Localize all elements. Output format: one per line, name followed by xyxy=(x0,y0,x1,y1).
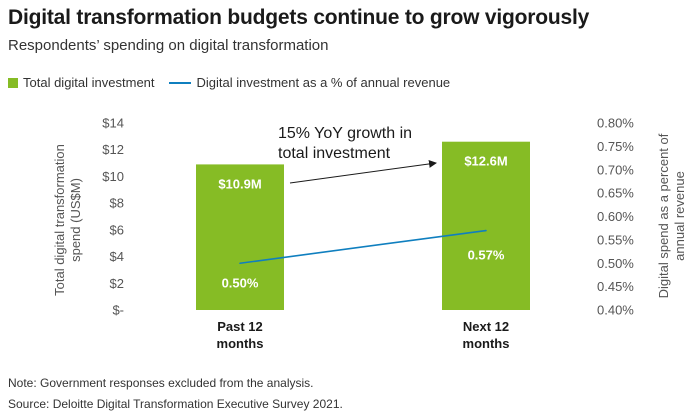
legend-label-percent-revenue: Digital investment as a % of annual reve… xyxy=(196,75,451,90)
left-tick-label: $4 xyxy=(110,249,124,264)
annotation-arrow xyxy=(289,159,437,184)
right-tick-label: 0.80% xyxy=(597,116,634,131)
line-point xyxy=(239,262,241,265)
legend-swatch-bar xyxy=(8,77,18,88)
bar-next-12-months xyxy=(442,141,530,310)
left-tick-label: $6 xyxy=(110,222,124,237)
left-axis-title: Total digital transformationspend (US$M) xyxy=(52,144,83,296)
right-tick-label: 0.50% xyxy=(597,256,634,271)
right-tick-label: 0.40% xyxy=(597,303,634,318)
left-tick-label: $10 xyxy=(102,169,124,184)
bar-value-label: $12.6M xyxy=(464,154,507,169)
left-tick-label: $14 xyxy=(102,116,124,131)
right-axis-title-line: Digital spend as a percent of xyxy=(656,133,671,298)
bar-past-12-months xyxy=(196,164,284,310)
line-value-label: 0.50% xyxy=(222,275,259,290)
left-tick-label: $8 xyxy=(110,196,124,211)
left-tick-label: $12 xyxy=(102,142,124,157)
category-label: months xyxy=(463,336,510,351)
line-point xyxy=(485,229,487,232)
left-tick-label: $2 xyxy=(110,276,124,291)
right-tick-label: 0.45% xyxy=(597,279,634,294)
annotation-text: 15% YoY growth in xyxy=(278,125,412,142)
right-axis-title-line: annual revenue xyxy=(672,171,687,261)
legend-label-total-investment: Total digital investment xyxy=(23,75,155,90)
category-label: months xyxy=(217,336,264,351)
footnote-source: Source: Deloitte Digital Transformation … xyxy=(8,397,343,411)
legend-item-percent-revenue: Digital investment as a % of annual reve… xyxy=(168,75,451,90)
right-tick-label: 0.70% xyxy=(597,162,634,177)
legend-swatch-line xyxy=(168,81,191,84)
bar-value-label: $10.9M xyxy=(218,176,261,191)
right-tick-label: 0.60% xyxy=(597,209,634,224)
category-label: Next 12 xyxy=(463,319,509,334)
legend-item-total-investment: Total digital investment xyxy=(8,75,155,90)
category-label: Past 12 xyxy=(217,319,263,334)
chart-title: Digital transformation budgets continue … xyxy=(8,6,590,29)
line-series-percent-revenue xyxy=(239,229,487,265)
left-tick-label: $- xyxy=(112,303,124,318)
annotation-text: total investment xyxy=(278,145,391,162)
left-axis-title-line: Total digital transformation xyxy=(52,144,67,296)
right-axis-title: Digital spend as a percent ofannual reve… xyxy=(656,133,687,298)
line-value-label: 0.57% xyxy=(468,248,505,263)
right-tick-label: 0.75% xyxy=(597,139,634,154)
chart-subtitle: Respondents’ spending on digital transfo… xyxy=(8,37,329,54)
footnote-note: Note: Government responses excluded from… xyxy=(8,376,314,390)
legend: Total digital investment Digital investm… xyxy=(8,75,464,90)
left-axis-title-line: spend (US$M) xyxy=(68,178,83,262)
right-tick-label: 0.55% xyxy=(597,232,634,247)
right-tick-label: 0.65% xyxy=(597,186,634,201)
